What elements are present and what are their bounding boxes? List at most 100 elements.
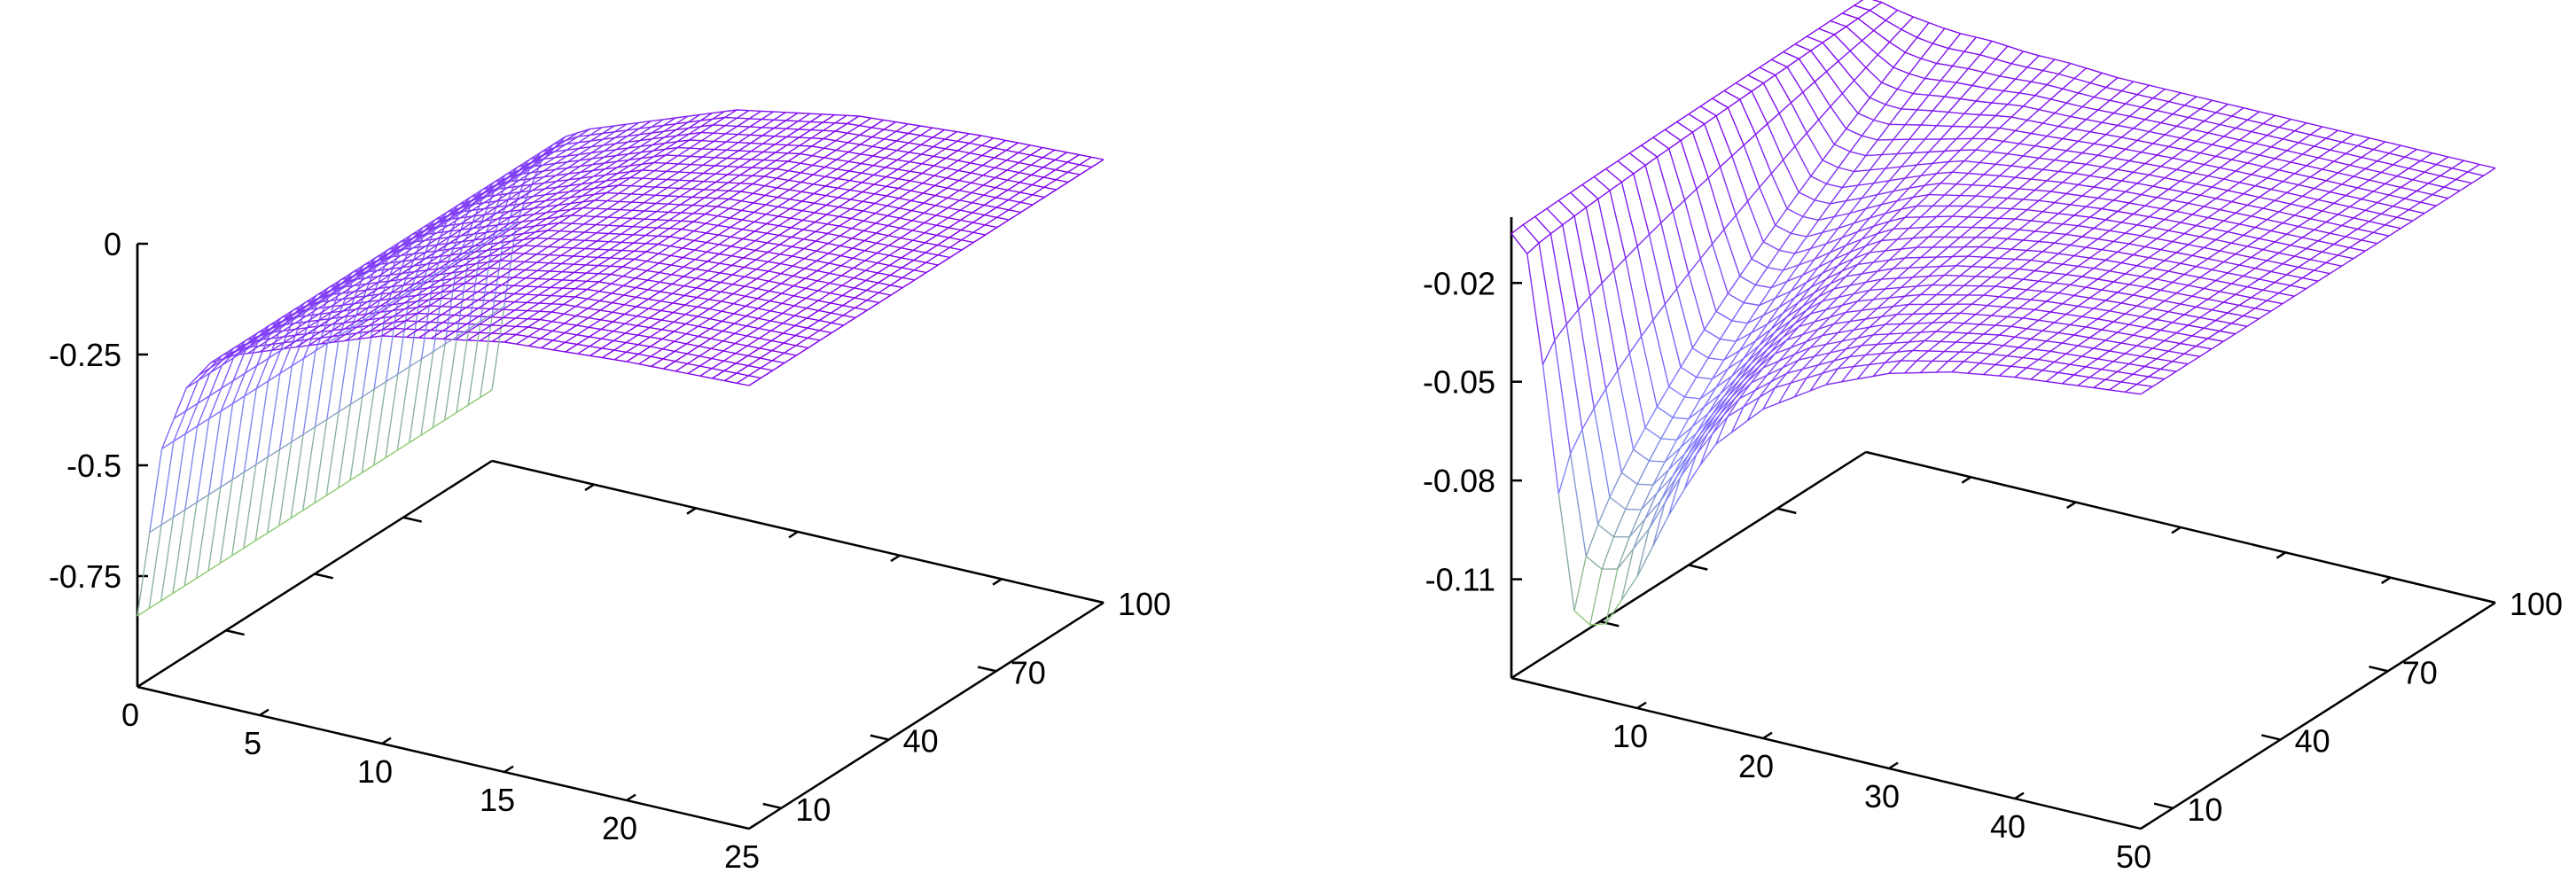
surface-segment xyxy=(1700,244,1712,259)
surface-segment xyxy=(2208,300,2224,302)
surface-segment xyxy=(2145,120,2161,123)
surface-segment xyxy=(527,311,539,319)
surface-segment xyxy=(1645,428,1661,439)
surface-segment xyxy=(2302,238,2318,241)
surface-segment xyxy=(840,248,852,256)
surface-segment xyxy=(1968,207,1979,217)
surface-segment xyxy=(668,197,680,205)
surface-segment xyxy=(890,268,902,276)
surface-segment xyxy=(2299,267,2314,270)
surface-segment xyxy=(1948,99,1960,113)
surface-segment xyxy=(2090,175,2106,178)
surface-segment xyxy=(2239,183,2255,186)
surface-segment xyxy=(2086,120,2102,122)
surface-segment xyxy=(2121,263,2137,266)
surface-segment xyxy=(718,228,730,236)
surface-segment xyxy=(960,193,972,201)
x-axis-line xyxy=(137,687,749,829)
surface-segment xyxy=(2058,171,2074,173)
surface-segment xyxy=(777,161,788,169)
surface-segment xyxy=(1594,176,1610,191)
surface-segment xyxy=(550,280,562,288)
surface-segment xyxy=(698,300,709,308)
surface-segment xyxy=(875,196,886,204)
surface-segment xyxy=(926,262,939,265)
surface-segment xyxy=(850,183,862,191)
surface-segment xyxy=(795,318,807,326)
surface-segment xyxy=(909,126,920,134)
surface-segment xyxy=(816,231,828,233)
surface-segment xyxy=(743,230,755,231)
surface-segment xyxy=(1834,35,1850,51)
surface-segment xyxy=(574,249,585,257)
surface-segment xyxy=(173,510,185,593)
surface-segment xyxy=(2097,359,2113,362)
surface-segment xyxy=(818,291,831,293)
surface-segment xyxy=(2236,254,2252,258)
surface-segment xyxy=(1700,106,1716,116)
surface-segment xyxy=(503,294,514,302)
surface-segment xyxy=(601,312,613,320)
surface-segment xyxy=(1566,310,1578,324)
surface-segment xyxy=(2307,123,2322,127)
surface-segment xyxy=(2252,257,2268,261)
surface-segment xyxy=(1995,154,2007,165)
surface-segment xyxy=(1826,168,1838,183)
surface-segment xyxy=(820,323,831,331)
surface-segment xyxy=(1823,144,1834,160)
surface-segment xyxy=(911,203,923,211)
surface-segment xyxy=(1716,293,1728,311)
surface-segment xyxy=(1831,277,1846,284)
surface-segment xyxy=(730,237,743,238)
surface-segment xyxy=(2031,169,2042,179)
surface-segment xyxy=(667,171,679,172)
surface-segment xyxy=(2361,240,2377,244)
surface-segment xyxy=(997,210,1009,218)
surface-segment xyxy=(643,186,655,187)
surface-segment xyxy=(161,518,174,601)
surface-segment xyxy=(678,164,691,165)
surface-segment xyxy=(541,348,553,350)
surface-segment xyxy=(2058,293,2074,296)
surface-segment xyxy=(565,325,576,333)
surface-segment xyxy=(1007,152,1019,160)
surface-segment xyxy=(925,215,936,223)
surface-segment xyxy=(2117,371,2133,374)
surface-segment xyxy=(958,163,970,171)
surface-segment xyxy=(885,131,896,139)
surface-segment xyxy=(560,247,573,248)
surface-segment xyxy=(2011,199,2023,209)
surface-segment xyxy=(561,255,574,256)
surface-segment xyxy=(2055,113,2071,117)
surface-segment xyxy=(624,295,636,297)
surface-segment xyxy=(945,132,956,140)
surface-segment xyxy=(174,433,186,517)
surface-segment xyxy=(1984,208,1995,218)
surface-segment xyxy=(746,316,759,319)
surface-segment xyxy=(889,238,901,246)
surface-segment xyxy=(719,246,730,254)
surface-segment xyxy=(667,196,680,197)
surface-segment xyxy=(2058,74,2074,79)
surface-segment xyxy=(563,288,575,289)
surface-segment xyxy=(787,136,800,137)
surface-segment xyxy=(1937,113,1948,126)
surface-segment xyxy=(886,186,899,188)
surface-segment xyxy=(818,284,830,292)
surface-segment xyxy=(386,374,398,457)
surface-segment xyxy=(613,312,625,314)
surface-segment xyxy=(502,285,513,293)
surface-segment xyxy=(887,199,899,207)
surface-segment xyxy=(803,220,816,222)
surface-segment xyxy=(1842,172,1854,188)
surface-segment xyxy=(675,371,688,374)
surface-segment xyxy=(2008,105,2024,106)
surface-segment xyxy=(888,228,900,236)
surface-segment xyxy=(2110,91,2121,101)
surface-segment xyxy=(696,261,707,269)
surface-segment xyxy=(995,158,1007,160)
surface-segment xyxy=(899,189,911,191)
surface-segment xyxy=(1811,43,1823,51)
surface-segment xyxy=(1555,340,1571,454)
surface-segment xyxy=(1579,310,1595,409)
